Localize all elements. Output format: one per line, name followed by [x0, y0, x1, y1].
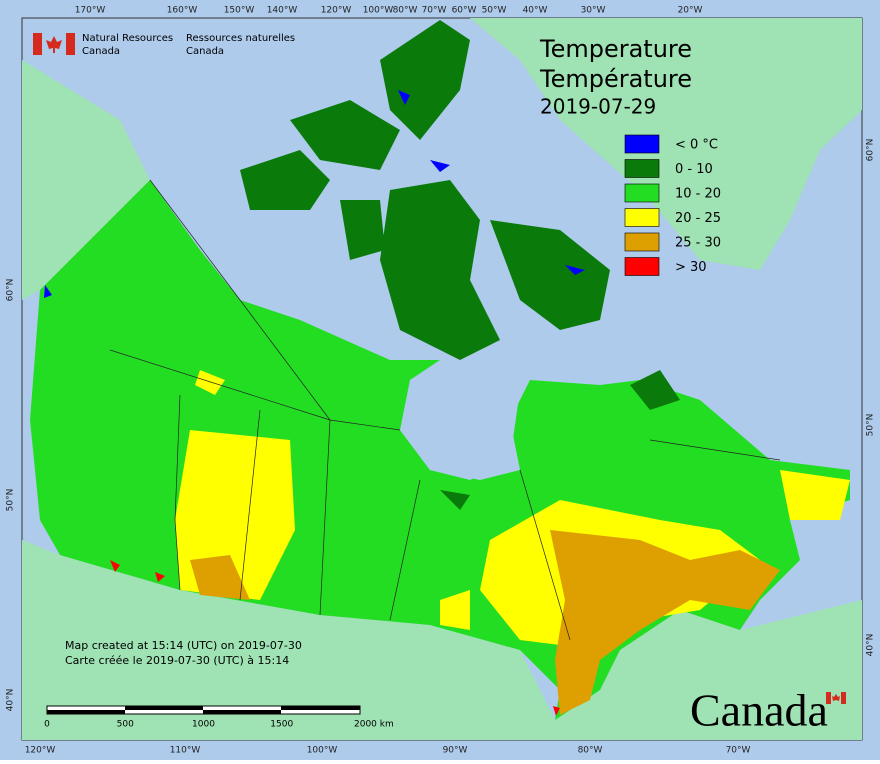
lat-label: 40°N — [6, 689, 16, 712]
greenland — [470, 18, 862, 270]
org-en: Canada — [82, 46, 120, 57]
lon-label: 90°W — [443, 746, 468, 756]
lat-label: 50°N — [6, 489, 16, 512]
note-fr: Carte créée le 2019-07-30 (UTC) à 15:14 — [65, 654, 289, 667]
lon-label: 40°W — [523, 6, 548, 16]
scale-bar — [46, 705, 361, 715]
legend-swatch — [624, 134, 660, 154]
lon-label: 20°W — [678, 6, 703, 16]
lon-label: 80°W — [578, 746, 603, 756]
title-date: 2019-07-29 — [540, 95, 656, 119]
united-states — [22, 540, 862, 740]
legend-swatch — [624, 232, 660, 252]
legend-swatch — [624, 183, 660, 203]
org-en: Natural Resources — [82, 33, 173, 44]
arctic-islands — [240, 20, 680, 510]
lat-label: 40°N — [866, 634, 876, 657]
scale-label: 2000 km — [354, 720, 394, 730]
note-en: Map created at 15:14 (UTC) on 2019-07-30 — [65, 639, 302, 652]
lon-label: 160°W — [167, 6, 198, 16]
title-en: Temperature — [539, 35, 692, 63]
scale-label: 500 — [117, 720, 134, 730]
legend-swatch — [624, 159, 660, 178]
lon-label: 110°W — [170, 746, 201, 756]
legend-label: 10 - 20 — [675, 187, 721, 202]
nrcan-logo — [33, 33, 75, 55]
alaska — [22, 60, 150, 300]
lat-label: 50°N — [866, 414, 876, 437]
lon-label: 70°W — [422, 6, 447, 16]
provincial-borders — [109, 179, 781, 641]
legend-swatch — [624, 208, 660, 227]
title-fr: Température — [539, 65, 692, 93]
lon-label: 170°W — [75, 6, 106, 16]
legend-swatch — [624, 257, 660, 276]
wordmark: Canada — [690, 685, 828, 736]
legend-label: 0 - 10 — [675, 162, 713, 177]
org-fr: Canada — [186, 46, 224, 57]
scale-label: 1000 — [192, 720, 215, 730]
legend-label: > 30 — [675, 260, 707, 275]
hudson-bay — [400, 370, 520, 480]
lon-label: 50°W — [482, 6, 507, 16]
lon-label: 140°W — [267, 6, 298, 16]
scale-labels: 0 500 1000 1500 2000 km — [44, 720, 394, 730]
org-fr: Ressources naturelles — [186, 33, 295, 44]
lon-label: 80°W — [393, 6, 418, 16]
lon-label: 120°W — [321, 6, 352, 16]
lon-label: 70°W — [726, 746, 751, 756]
graticule-labels: 170°W 160°W 150°W 140°W 120°W 100°W 80°W 70°W 60… — [6, 6, 876, 756]
lon-label: 150°W — [224, 6, 255, 16]
lat-label: 60°N — [6, 279, 16, 302]
lon-label: 120°W — [25, 746, 56, 756]
hot-zone — [190, 530, 780, 715]
lon-label: 30°W — [581, 6, 606, 16]
lat-label: 60°N — [866, 139, 876, 162]
legend-label: < 0 °C — [675, 138, 718, 153]
legend-label: 25 - 30 — [675, 236, 721, 251]
lon-label: 100°W — [363, 6, 394, 16]
lon-label: 60°W — [452, 6, 477, 16]
legend: < 0 °C 0 - 10 10 - 20 20 - 25 25 - 30 > 30 — [624, 134, 721, 276]
lon-label: 100°W — [307, 746, 338, 756]
scale-label: 0 — [44, 720, 50, 730]
legend-label: 20 - 25 — [675, 211, 721, 226]
scale-label: 1500 — [270, 720, 293, 730]
wordmark-flag — [826, 692, 846, 704]
